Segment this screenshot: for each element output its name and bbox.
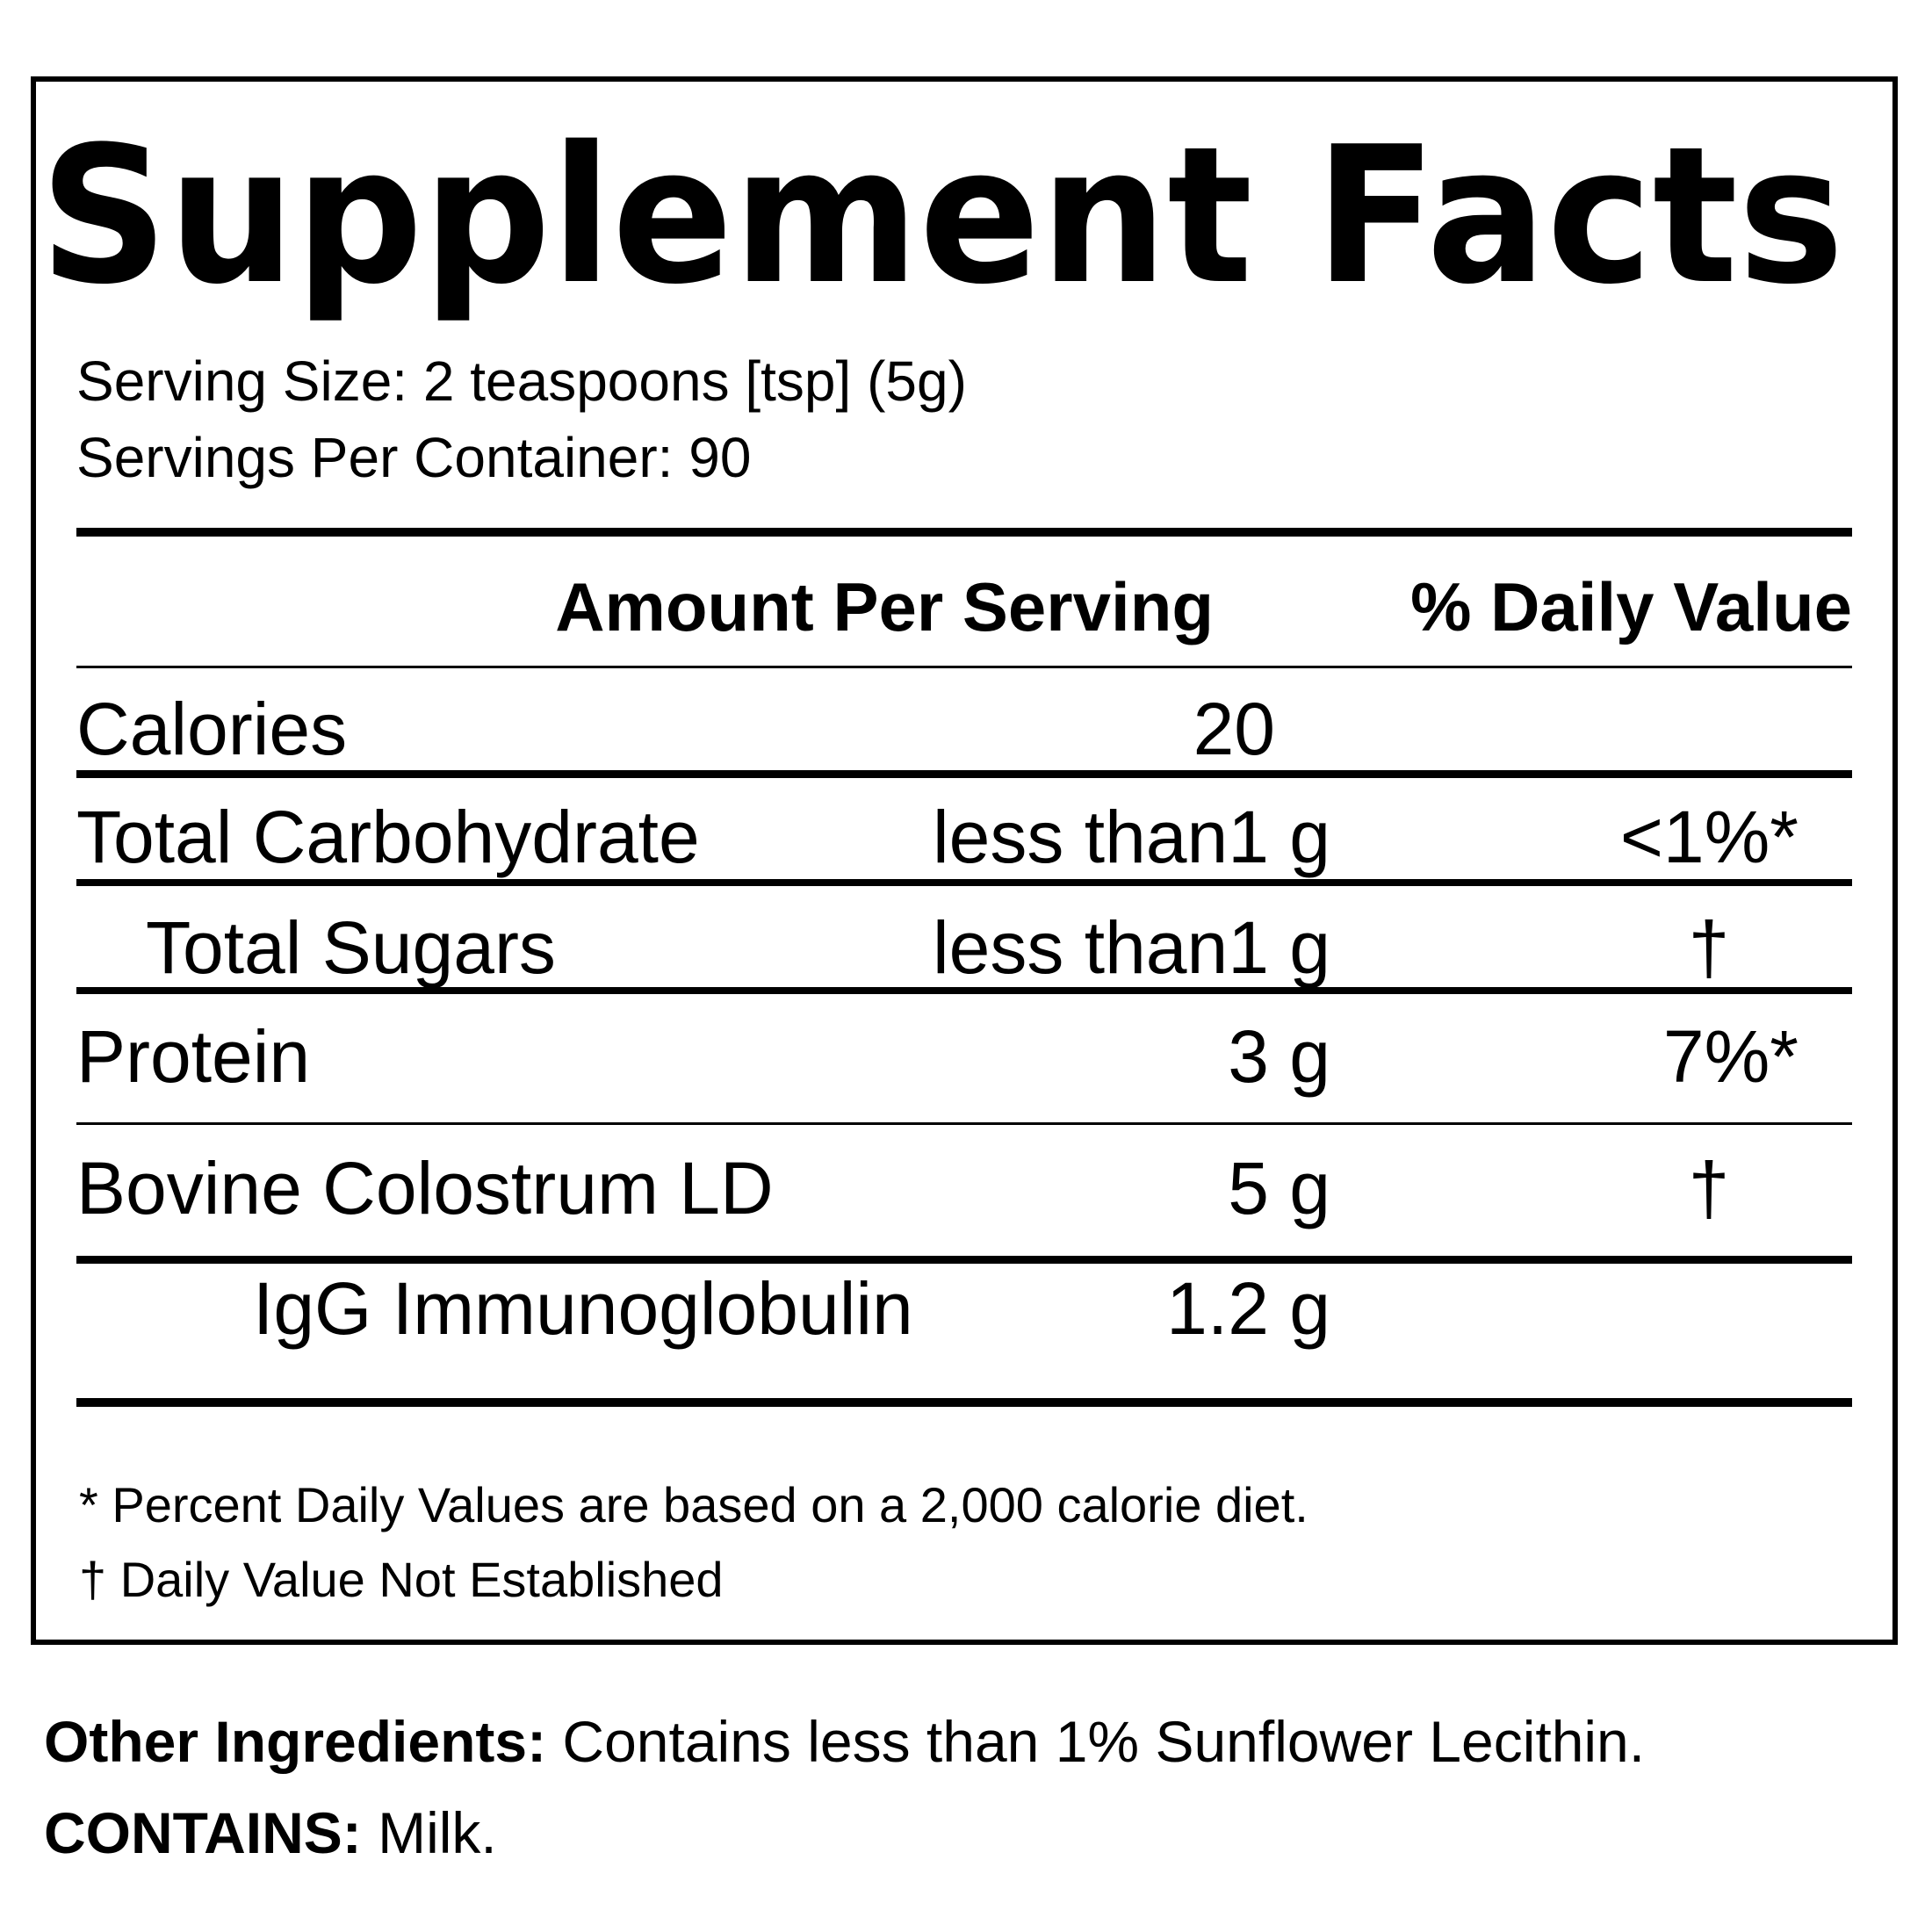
nutrient-amount: 3 g (1228, 1015, 1330, 1098)
nutrient-rows: Calories 20 Total Carbohydrate less than1 g… (76, 688, 1852, 1407)
allergens-text: Milk. (378, 1800, 497, 1865)
row-rule (76, 1256, 1852, 1264)
nutrient-name: IgG Immunoglobulin (253, 1267, 913, 1350)
rule-thin (76, 666, 1852, 668)
row-rule (76, 1398, 1852, 1407)
row-rule (76, 879, 1852, 886)
other-ingredients: Other Ingredients: Contains less than 1%… (44, 1709, 1645, 1774)
nutrient-amount: less than1 g (933, 796, 1330, 878)
row-rule (76, 987, 1852, 994)
nutrient-name: Protein (76, 1015, 310, 1098)
nutrient-daily-value: † (1689, 906, 1730, 989)
other-ingredients-label: Other Ingredients: (44, 1709, 546, 1774)
allergens-label: CONTAINS: (44, 1800, 362, 1865)
allergens: CONTAINS: Milk. (44, 1800, 497, 1865)
rule-thick (76, 528, 1852, 537)
row-rule (76, 770, 1852, 778)
row-rule (76, 1122, 1852, 1125)
nutrient-amount: 5 g (1228, 1147, 1330, 1229)
nutrient-amount: 1.2 g (1166, 1267, 1330, 1350)
label-border (31, 76, 1898, 1645)
servings-per-container: Servings Per Container: 90 (76, 426, 751, 489)
other-ingredients-text: Contains less than 1% Sunflower Lecithin… (562, 1709, 1645, 1774)
nutrient-daily-value: <1%* (1620, 796, 1799, 878)
serving-size: Serving Size: 2 teaspoons [tsp] (5g) (76, 350, 967, 413)
amount-header: Amount Per Serving (555, 568, 1214, 645)
nutrient-name: Bovine Colostrum LD (76, 1147, 774, 1229)
footnote: † Daily Value Not Established (79, 1552, 724, 1607)
footnote: * Percent Daily Values are based on a 2,… (79, 1477, 1308, 1532)
nutrient-daily-value: 7%* (1663, 1015, 1799, 1098)
nutrient-name: Total Sugars (146, 906, 556, 989)
daily-value-header: % Daily Value (1410, 568, 1852, 645)
nutrient-amount: 20 (1193, 688, 1275, 770)
nutrient-name: Calories (76, 688, 347, 770)
nutrient-amount: less than1 g (933, 906, 1330, 989)
nutrient-name: Total Carbohydrate (76, 796, 700, 878)
title: Supplement Facts (40, 105, 1844, 326)
nutrient-daily-value: † (1689, 1147, 1730, 1229)
